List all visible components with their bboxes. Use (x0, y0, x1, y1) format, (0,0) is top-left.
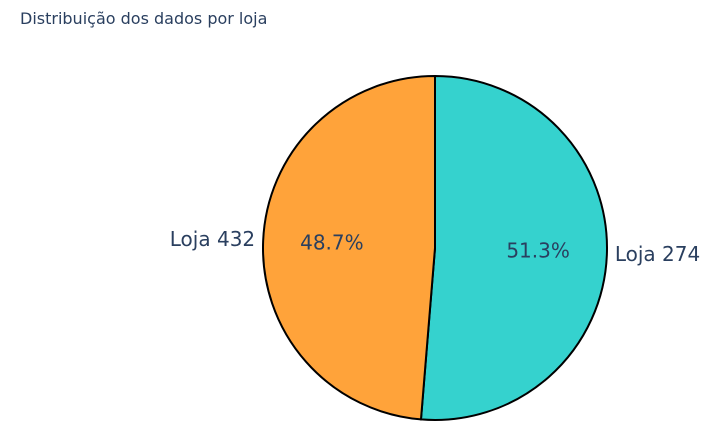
slice-percent-label: 51.3% (506, 239, 570, 263)
slice-name-label: Loja 274 (615, 242, 700, 266)
pie-slice-loja-432[interactable] (262, 74, 436, 421)
slice-percent-label: 48.7% (300, 230, 364, 254)
slice-name-label: Loja 432 (170, 227, 255, 251)
pie-slice-loja-274[interactable] (419, 74, 608, 421)
chart-title: Distribuição dos dados por loja (20, 9, 268, 28)
